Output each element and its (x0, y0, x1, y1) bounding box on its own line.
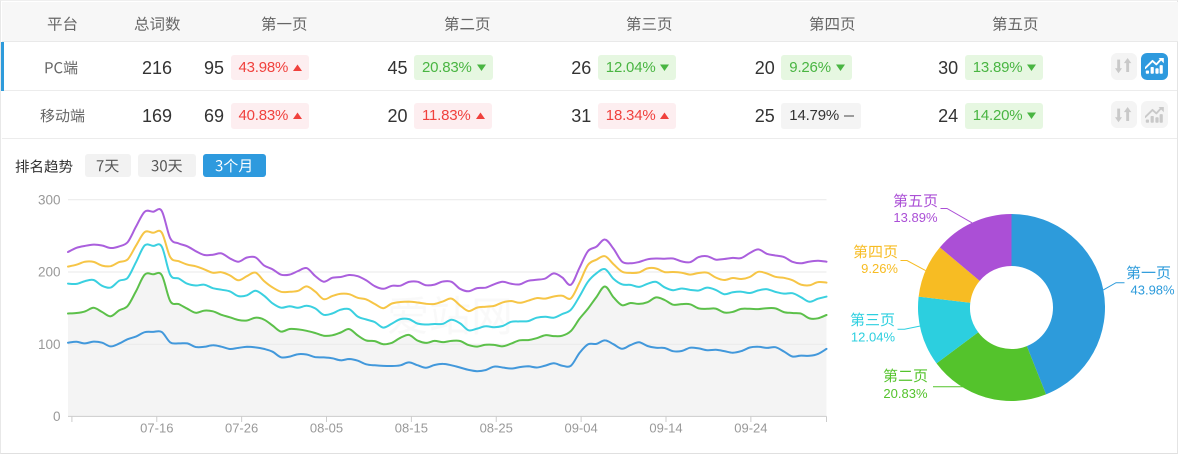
svg-text:08-05: 08-05 (310, 420, 343, 435)
svg-text:07-26: 07-26 (225, 420, 258, 435)
svg-text:200: 200 (38, 265, 61, 280)
svg-text:07-16: 07-16 (140, 420, 173, 435)
svg-text:08-25: 08-25 (480, 420, 513, 435)
svg-text:300: 300 (38, 193, 61, 208)
svg-text:09-04: 09-04 (564, 420, 597, 435)
svg-text:9.26%: 9.26% (861, 261, 898, 276)
svg-text:20.83%: 20.83% (883, 386, 928, 401)
svg-text:13.89%: 13.89% (893, 210, 938, 225)
svg-text:100: 100 (38, 337, 61, 352)
svg-text:09-14: 09-14 (649, 420, 682, 435)
svg-text:08-15: 08-15 (395, 420, 428, 435)
svg-text:43.98%: 43.98% (1131, 283, 1176, 298)
svg-text:09-24: 09-24 (734, 420, 767, 435)
svg-text:12.04%: 12.04% (851, 329, 896, 344)
svg-text:0: 0 (53, 409, 61, 424)
